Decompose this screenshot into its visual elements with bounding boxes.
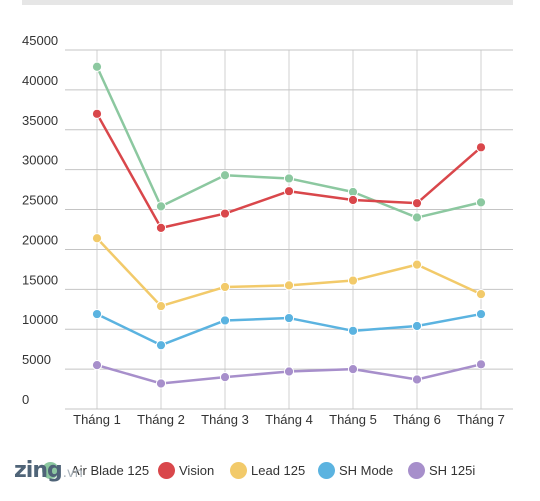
data-point-air-blade-125: [411, 212, 423, 223]
y-tick-label: 15000: [22, 272, 58, 287]
legend-label: SH 125i: [429, 462, 476, 478]
data-point-sh-125i: [411, 374, 423, 385]
legend-item-air-blade-125: Air Blade 125: [42, 461, 149, 479]
x-tick-label: Tháng 5: [329, 412, 377, 427]
zing-logo: zing .vn: [14, 458, 83, 486]
data-point-vision: [411, 198, 423, 209]
top-bar: [22, 0, 513, 5]
data-point-sh-125i: [347, 364, 359, 375]
legend-label: Air Blade 125: [71, 462, 150, 478]
legend-item-sh-mode: SH Mode: [318, 461, 393, 479]
data-point-lead-125: [347, 275, 359, 286]
legend-swatch: [408, 461, 425, 479]
data-point-air-blade-125: [283, 173, 295, 184]
data-point-air-blade-125: [91, 61, 103, 72]
data-point-sh-mode: [283, 312, 295, 324]
data-point-sh-mode: [475, 308, 487, 320]
data-point-vision: [91, 108, 103, 119]
data-point-sh-125i: [155, 378, 167, 389]
grid-layer: [65, 49, 513, 410]
legend-item-lead-125: Lead 125: [230, 461, 305, 479]
y-tick-label: 35000: [22, 113, 58, 128]
data-point-air-blade-125: [219, 170, 231, 181]
axis-labels: 0 5000 10000 15000 20000 25000 30000 35000 40000…: [22, 33, 505, 427]
y-tick-label: 40000: [22, 73, 58, 88]
data-point-vision: [219, 208, 231, 219]
data-point-vision: [155, 222, 167, 234]
data-point-sh-125i: [283, 366, 295, 377]
x-tick-label: Tháng 4: [265, 412, 313, 427]
data-point-vision: [475, 142, 487, 153]
data-point-air-blade-125: [475, 197, 487, 208]
data-point-lead-125: [219, 281, 231, 293]
y-tick-label: 30000: [22, 153, 58, 168]
data-point-sh-125i: [91, 360, 103, 371]
x-tick-label: Tháng 2: [137, 412, 185, 427]
data-point-sh-125i: [475, 359, 487, 370]
logo-text: zing: [14, 458, 63, 483]
y-tick-label: 20000: [22, 232, 58, 247]
legend-swatch: [230, 461, 247, 479]
data-point-vision: [283, 186, 295, 197]
data-point-lead-125: [155, 300, 167, 312]
data-point-sh-mode: [155, 340, 167, 351]
data-point-lead-125: [283, 280, 295, 291]
y-tick-label: 25000: [22, 193, 58, 208]
legend-swatch: [318, 461, 335, 479]
data-point-sh-mode: [91, 308, 103, 320]
legend-item-sh-125i: SH 125i: [408, 461, 475, 479]
logo-suffix: .vn: [62, 466, 83, 481]
legend-label: Vision: [179, 462, 215, 478]
legend-swatch: [158, 461, 175, 479]
data-point-sh-125i: [219, 371, 231, 383]
x-tick-label: Tháng 6: [393, 412, 441, 427]
legend-label: SH Mode: [339, 462, 394, 478]
data-point-sh-mode: [411, 320, 423, 332]
y-tick-label: 45000: [22, 33, 58, 48]
x-tick-label: Tháng 1: [73, 412, 121, 427]
data-point-lead-125: [91, 233, 103, 244]
y-tick-label: 10000: [22, 312, 58, 327]
data-point-lead-125: [475, 289, 487, 300]
series-layer: [91, 61, 487, 389]
legend-label: Lead 125: [251, 462, 306, 478]
legend-swatch: [42, 461, 59, 479]
data-point-lead-125: [411, 259, 423, 270]
data-point-sh-mode: [347, 325, 359, 336]
data-point-sh-mode: [219, 315, 231, 326]
x-tick-label: Tháng 7: [457, 412, 505, 427]
y-tick-label: 0: [22, 392, 29, 407]
legend-item-vision: Vision: [158, 461, 214, 479]
data-point-air-blade-125: [155, 201, 167, 212]
y-tick-label: 5000: [22, 352, 51, 367]
x-tick-label: Tháng 3: [201, 412, 249, 427]
data-point-vision: [347, 194, 359, 206]
